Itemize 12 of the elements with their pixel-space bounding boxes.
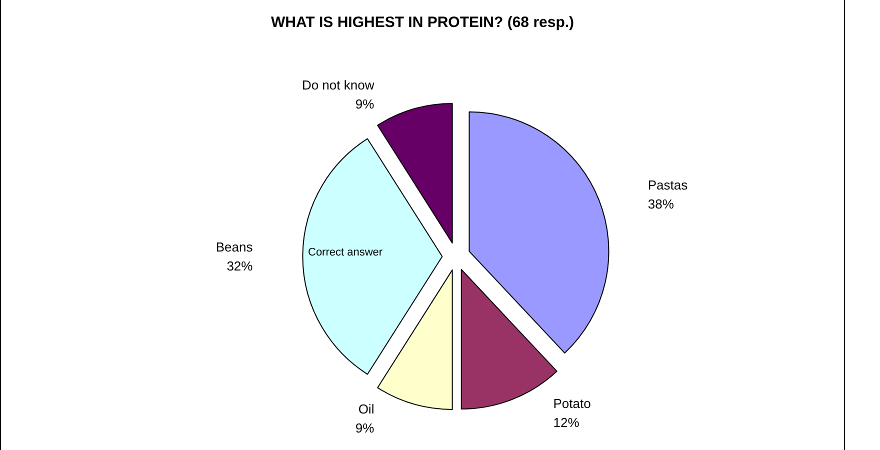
slice-label: Beans <box>216 240 254 254</box>
data-label: 9% <box>355 96 375 112</box>
data-label: 32% <box>226 258 254 274</box>
data-label: 12% <box>553 415 580 430</box>
data-label: 9% <box>355 420 375 436</box>
chart-title: WHAT IS HIGHEST IN PROTEIN? (68 resp.) <box>270 14 574 31</box>
slice-label: Do not know <box>302 78 375 93</box>
slice-label: Pastas <box>648 177 688 192</box>
data-label: 38% <box>648 196 674 212</box>
slice-label: Potato <box>553 396 591 412</box>
slice-label: Oil <box>358 401 374 416</box>
text: Correct answer <box>308 246 383 258</box>
